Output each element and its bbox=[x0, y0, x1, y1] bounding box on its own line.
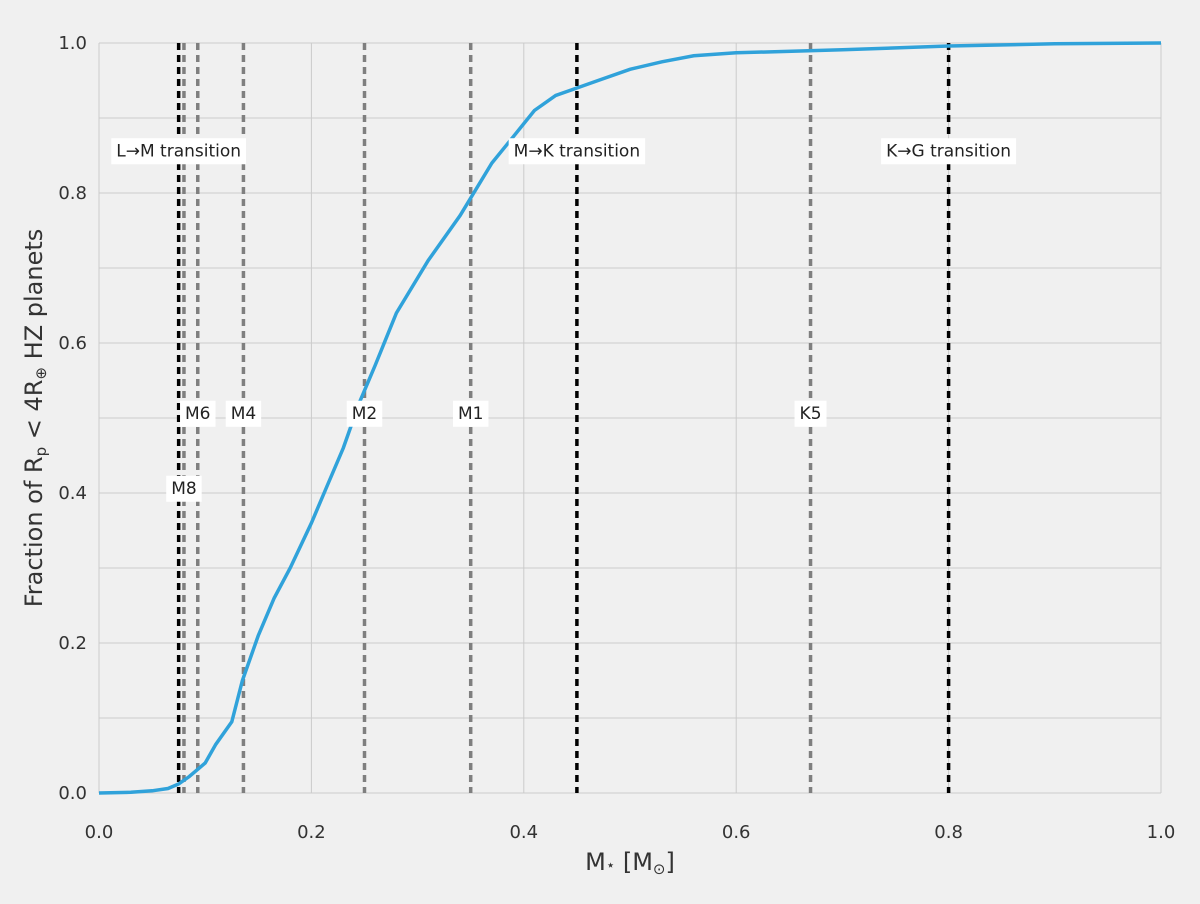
x-axis-label-part: [M bbox=[615, 848, 653, 876]
x-axis-label-part: ⋆ bbox=[606, 856, 615, 874]
annotation-box bbox=[794, 400, 827, 427]
y-tick-label: 1.0 bbox=[58, 33, 87, 54]
x-tick-label: 0.8 bbox=[934, 822, 963, 843]
annotation-label: M2 bbox=[352, 404, 377, 424]
y-tick-label: 0.4 bbox=[58, 483, 87, 504]
y-axis-label-part: HZ planets bbox=[20, 229, 48, 367]
annotation-label: M→K transition bbox=[514, 141, 640, 161]
y-axis-label-part: ⊕ bbox=[32, 367, 50, 380]
x-axis-label-part: ] bbox=[666, 848, 675, 876]
y-tick-label: 0.2 bbox=[58, 633, 87, 654]
y-axis-label-part: p bbox=[32, 447, 50, 457]
x-axis-label-part: M bbox=[585, 848, 606, 876]
x-tick-label: 1.0 bbox=[1147, 822, 1176, 843]
annotation-box bbox=[180, 400, 216, 427]
annotation-box bbox=[881, 138, 1017, 165]
annotation-box bbox=[346, 400, 383, 427]
annotation-label: K→G transition bbox=[886, 141, 1011, 161]
annotation: K→G transition bbox=[881, 138, 1017, 165]
annotation: M1 bbox=[452, 400, 489, 427]
annotation-box bbox=[508, 138, 646, 165]
annotation: M→K transition bbox=[508, 138, 646, 165]
annotation: K5 bbox=[794, 400, 827, 427]
x-tick-label: 0.0 bbox=[85, 822, 114, 843]
annotation-label: M1 bbox=[458, 404, 483, 424]
annotation: M2 bbox=[346, 400, 383, 427]
annotation-label: K5 bbox=[800, 404, 822, 424]
annotation-label: M6 bbox=[185, 404, 210, 424]
x-tick-label: 0.6 bbox=[722, 822, 751, 843]
annotation-box bbox=[166, 475, 202, 502]
x-tick-label: 0.2 bbox=[297, 822, 326, 843]
y-tick-label: 0.8 bbox=[58, 183, 87, 204]
annotation: M4 bbox=[225, 400, 262, 427]
x-axis-label-part: ⊙ bbox=[653, 860, 666, 878]
x-tick-label: 0.4 bbox=[509, 822, 538, 843]
annotation: L→M transition bbox=[111, 138, 247, 165]
annotation-box bbox=[452, 400, 489, 427]
annotation-label: L→M transition bbox=[116, 141, 241, 161]
y-tick-label: 0.0 bbox=[58, 783, 87, 804]
annotation: M6 bbox=[180, 400, 216, 427]
annotation-label: M8 bbox=[171, 479, 196, 499]
annotation-box bbox=[111, 138, 247, 165]
y-axis-label-part: < 4R bbox=[20, 380, 48, 447]
annotation-label: M4 bbox=[231, 404, 256, 424]
y-tick-label: 0.6 bbox=[58, 333, 87, 354]
annotation: M8 bbox=[166, 475, 202, 502]
x-axis-label: M⋆ [M⊙] bbox=[585, 848, 675, 878]
y-axis-label-part: Fraction of R bbox=[20, 456, 48, 607]
line bbox=[98, 41, 1162, 795]
y-axis-label: Fraction of Rp < 4R⊕ HZ planets bbox=[20, 229, 50, 608]
annotation-box bbox=[225, 400, 262, 427]
